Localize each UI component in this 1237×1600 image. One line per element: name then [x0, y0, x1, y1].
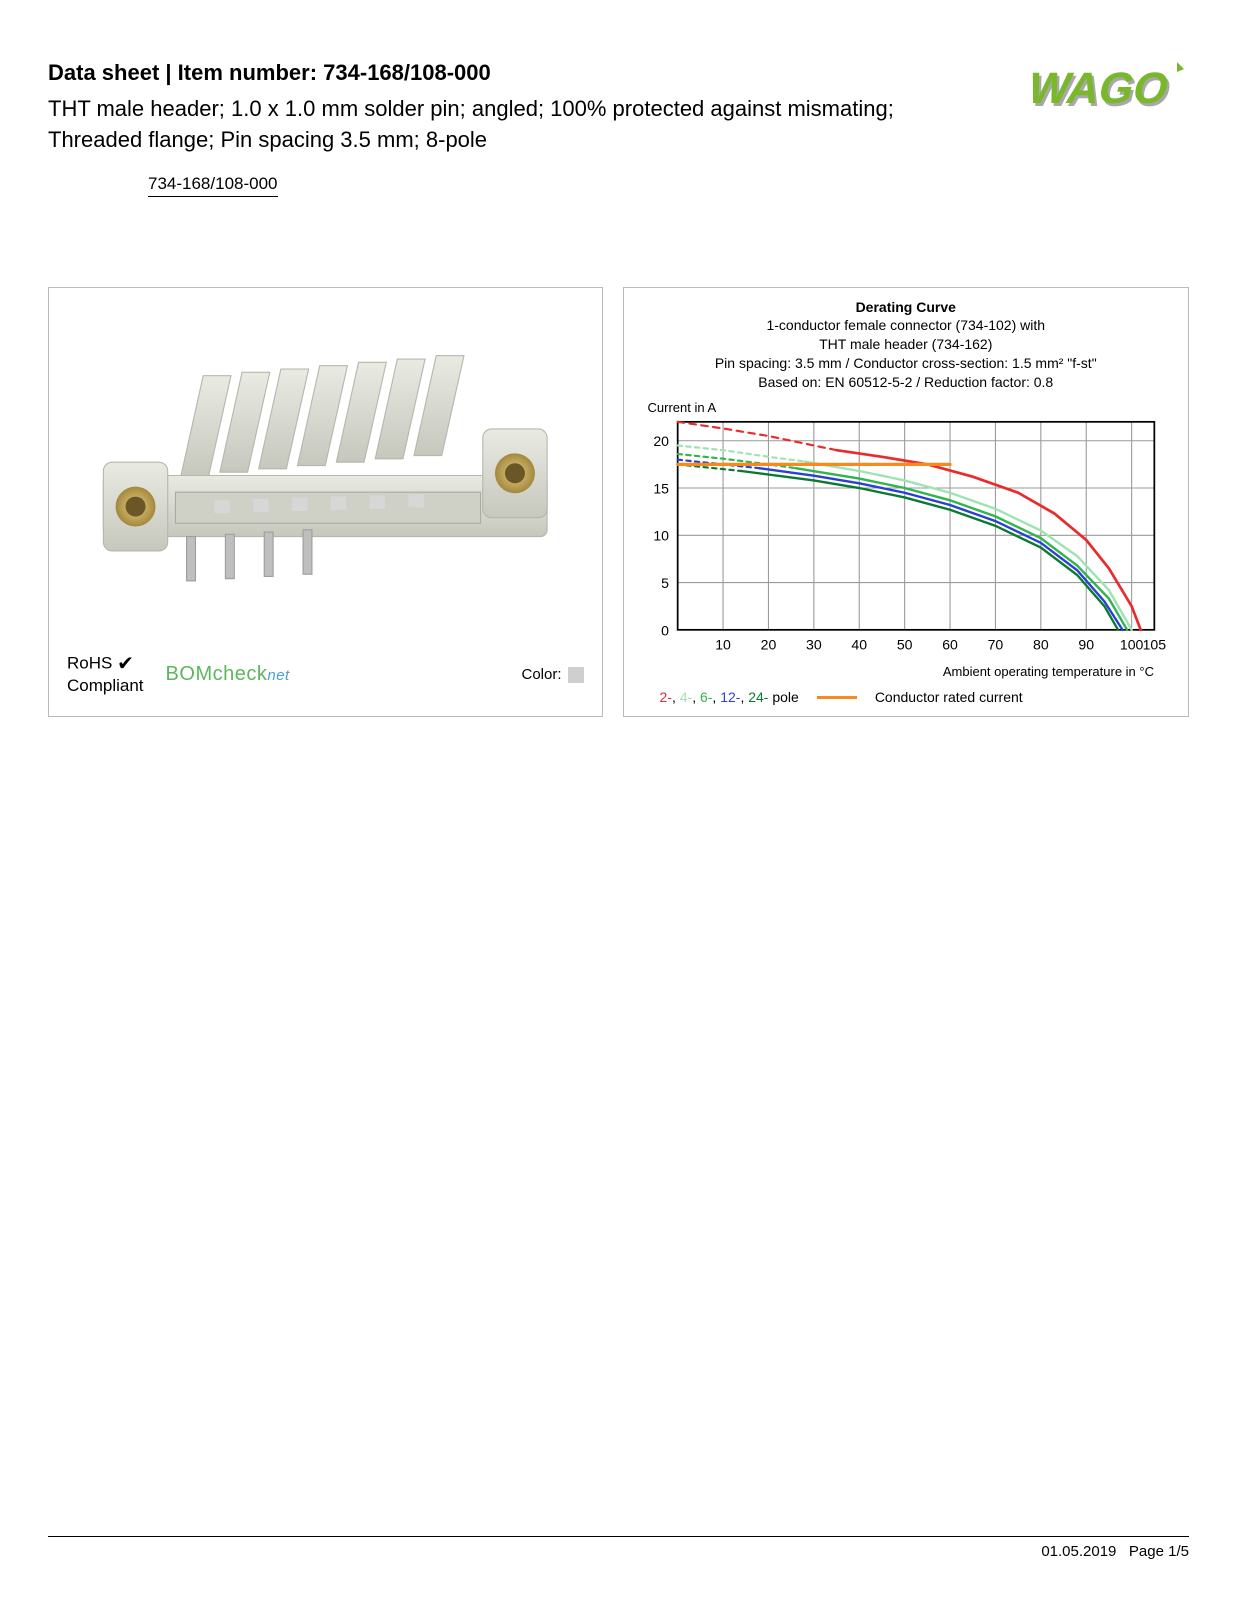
title-sep: | [159, 60, 177, 85]
chart-sub-l2: 1-conductor female connector (734-102) w… [638, 316, 1175, 335]
product-panel: RoHS ✔ Compliant BOMchecknet Color: [48, 287, 603, 717]
page-footer: 01.05.2019 Page 1/5 [48, 1536, 1189, 1560]
brass-hole-right [505, 463, 525, 483]
chart-title-block: Derating Curve 1-conductor female connec… [630, 296, 1183, 398]
chart-sub-l3: THT male header (734-162) [638, 335, 1175, 354]
legend-2: 2- [660, 689, 672, 705]
product-footer: RoHS ✔ Compliant BOMchecknet Color: [49, 640, 602, 716]
chart-sub-l5: Based on: EN 60512-5-2 / Reduction facto… [638, 373, 1175, 392]
title-label: Item number: [178, 60, 317, 85]
product-image [49, 288, 602, 641]
svg-text:80: 80 [1033, 636, 1049, 652]
solder-pins [187, 529, 312, 580]
svg-text:60: 60 [942, 636, 958, 652]
logo-text: WAGO [1023, 65, 1174, 113]
page-title: Data sheet | Item number: 734-168/108-00… [48, 60, 979, 86]
bom-mid: check [213, 663, 268, 685]
x-axis-label: Ambient operating temperature in °C [630, 664, 1183, 679]
wago-logo: WAGO WAGO [1009, 60, 1189, 120]
svg-text:20: 20 [653, 433, 669, 449]
svg-text:40: 40 [851, 636, 867, 652]
chart-area: Current in A 0 5 10 15 20 10 20 30 40 50 60 70 80 90 1… [630, 398, 1183, 658]
chart-legend: 2-, 4-, 6-, 12-, 24- pole Conductor rate… [630, 679, 1183, 709]
svg-text:50: 50 [896, 636, 912, 652]
legend-12: 12- [720, 689, 740, 705]
svg-text:15: 15 [653, 480, 669, 496]
panels-row: RoHS ✔ Compliant BOMchecknet Color: Dera… [48, 287, 1189, 717]
chart-panel: Derating Curve 1-conductor female connec… [623, 287, 1190, 717]
header: Data sheet | Item number: 734-168/108-00… [48, 60, 1189, 197]
svg-text:105: 105 [1142, 636, 1166, 652]
svg-text:20: 20 [760, 636, 776, 652]
legend-6: 6- [700, 689, 712, 705]
title-item-number: 734-168/108-000 [323, 60, 491, 85]
chart-sub-l4: Pin spacing: 3.5 mm / Conductor cross-se… [638, 354, 1175, 373]
svg-text:10: 10 [715, 636, 731, 652]
bom-prefix: BOM [166, 663, 213, 685]
bomcheck-logo: BOMchecknet [166, 663, 290, 686]
svg-text:5: 5 [661, 575, 669, 591]
check-icon: ✔ [117, 653, 134, 675]
footer-page: 1/5 [1168, 1543, 1189, 1560]
legend-suffix: pole [772, 689, 798, 705]
svg-text:10: 10 [653, 528, 669, 544]
svg-text:30: 30 [806, 636, 822, 652]
color-indicator: Color: [521, 666, 583, 683]
bom-suffix: net [267, 667, 289, 684]
legend-24: 24- [748, 689, 768, 705]
rohs-text2: Compliant [67, 676, 144, 695]
svg-text:70: 70 [987, 636, 1003, 652]
legend-rated: Conductor rated current [875, 689, 1023, 705]
svg-text:90: 90 [1078, 636, 1094, 652]
svg-text:100: 100 [1119, 636, 1143, 652]
rohs-badge: RoHS ✔ Compliant [67, 652, 144, 696]
y-axis-label: Current in A [648, 400, 717, 415]
rohs-text1: RoHS [67, 654, 112, 673]
chart-title: Derating Curve [638, 298, 1175, 317]
color-label-text: Color: [521, 666, 561, 683]
footer-date: 01.05.2019 [1041, 1543, 1116, 1560]
item-number-link[interactable]: 734-168/108-000 [148, 174, 278, 197]
rated-line-swatch [817, 696, 857, 699]
subtitle: THT male header; 1.0 x 1.0 mm solder pin… [48, 94, 979, 156]
connector-ridges [181, 355, 464, 475]
derating-chart: 0 5 10 15 20 10 20 30 40 50 60 70 80 90 100105 [630, 398, 1183, 658]
brass-hole-left [126, 496, 146, 516]
footer-page-label: Page [1129, 1543, 1164, 1560]
legend-4: 4- [680, 689, 692, 705]
header-text: Data sheet | Item number: 734-168/108-00… [48, 60, 1009, 197]
legend-poles: 2-, 4-, 6-, 12-, 24- pole [660, 689, 799, 705]
svg-text:0: 0 [661, 622, 669, 638]
color-swatch [568, 667, 584, 683]
title-prefix: Data sheet [48, 60, 159, 85]
